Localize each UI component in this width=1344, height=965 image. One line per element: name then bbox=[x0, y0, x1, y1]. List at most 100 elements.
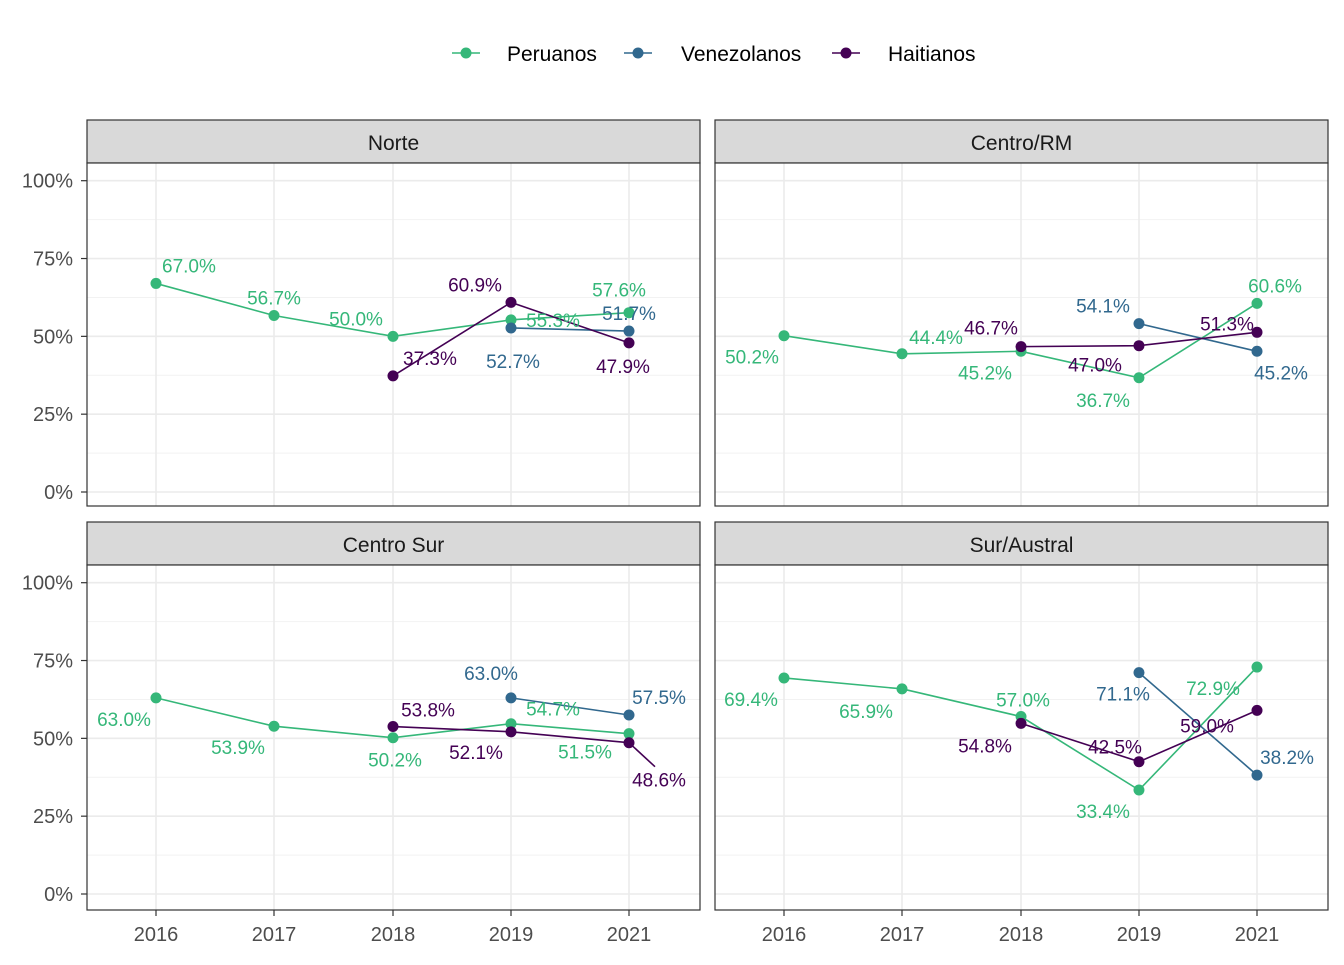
data-point bbox=[150, 692, 162, 704]
data-point bbox=[623, 728, 635, 740]
data-point bbox=[896, 683, 908, 695]
x-tick-label: 2016 bbox=[762, 924, 807, 946]
data-label: 54.1% bbox=[1076, 297, 1130, 318]
data-point bbox=[505, 322, 517, 334]
data-point bbox=[387, 370, 399, 382]
facet-strip bbox=[714, 119, 1329, 164]
data-label: 38.2% bbox=[1260, 748, 1314, 769]
data-point bbox=[1015, 341, 1027, 353]
data-label: 50.0% bbox=[329, 309, 383, 330]
data-point bbox=[778, 330, 790, 342]
series-peruanos bbox=[150, 277, 635, 342]
data-label: 44.4% bbox=[909, 328, 963, 349]
series-line bbox=[510, 697, 630, 716]
data-label: 48.6% bbox=[632, 771, 686, 792]
series-line bbox=[1138, 672, 1258, 776]
data-point bbox=[1251, 769, 1263, 781]
data-label: 45.2% bbox=[958, 363, 1012, 384]
data-label: 47.9% bbox=[596, 357, 650, 378]
data-label: 53.9% bbox=[211, 738, 265, 759]
data-label: 67.0% bbox=[162, 256, 216, 277]
series-line bbox=[1138, 322, 1258, 353]
legend-label-peruanos: Peruanos bbox=[507, 43, 597, 66]
x-tick-label: 2018 bbox=[371, 924, 416, 946]
x-tick-label: 2019 bbox=[1117, 924, 1162, 946]
data-label: 54.8% bbox=[958, 736, 1012, 757]
facet-strip bbox=[714, 521, 1329, 566]
data-label: 36.7% bbox=[1076, 391, 1130, 412]
data-label: 69.4% bbox=[724, 690, 778, 711]
data-label: 56.7% bbox=[247, 288, 301, 309]
data-label: 71.1% bbox=[1096, 685, 1150, 706]
panel-border bbox=[714, 564, 1329, 911]
data-label: 52.7% bbox=[486, 352, 540, 373]
data-point bbox=[150, 277, 162, 289]
data-label: 51.5% bbox=[558, 743, 612, 764]
data-point bbox=[1133, 667, 1145, 679]
data-point bbox=[1251, 661, 1263, 673]
series-venezolanos bbox=[1133, 667, 1263, 781]
y-tick-label: 100% bbox=[22, 171, 73, 193]
data-point bbox=[1251, 345, 1263, 357]
data-point bbox=[896, 348, 908, 360]
y-tick-label: 50% bbox=[33, 728, 73, 750]
y-tick-label: 75% bbox=[33, 249, 73, 271]
y-tick-label: 100% bbox=[22, 573, 73, 595]
data-point bbox=[505, 314, 517, 326]
data-point bbox=[1133, 318, 1145, 330]
series-haitianos bbox=[1015, 326, 1263, 353]
data-label: 55.3% bbox=[526, 311, 580, 332]
data-point bbox=[1133, 372, 1145, 384]
data-point bbox=[623, 337, 635, 349]
y-tick-label: 0% bbox=[44, 482, 73, 504]
panel-border bbox=[86, 564, 701, 911]
data-label: 72.9% bbox=[1186, 679, 1240, 700]
y-tick-label: 75% bbox=[33, 651, 73, 673]
data-label: 51.3% bbox=[1200, 314, 1254, 335]
data-point bbox=[387, 330, 399, 342]
data-point bbox=[1133, 784, 1145, 796]
data-label: 46.7% bbox=[964, 319, 1018, 340]
series-line bbox=[510, 327, 630, 332]
panel-norte: Norte 0% 25% 50% 75% 100% 67.0% 56.7% 50.0% 55.3%… bbox=[22, 119, 701, 507]
facet-title: Norte bbox=[368, 132, 419, 155]
data-point bbox=[1251, 297, 1263, 309]
y-tick-label: 25% bbox=[33, 806, 73, 828]
legend: Peruanos Venezolanos Haitianos bbox=[452, 43, 976, 66]
facet-strip bbox=[86, 119, 701, 164]
data-point bbox=[268, 309, 280, 321]
data-label: 53.8% bbox=[401, 701, 455, 722]
legend-key-venezolanos bbox=[624, 47, 652, 59]
y-tick-label: 50% bbox=[33, 326, 73, 348]
data-label: 42.5% bbox=[1088, 738, 1142, 759]
data-label: 50.2% bbox=[725, 348, 779, 369]
y-tick-label: 25% bbox=[33, 404, 73, 426]
data-label: 59.0% bbox=[1180, 716, 1234, 737]
data-point bbox=[505, 296, 517, 308]
data-label: 57.0% bbox=[996, 691, 1050, 712]
data-label: 47.0% bbox=[1068, 356, 1122, 377]
data-point bbox=[1133, 340, 1145, 352]
data-label: 63.0% bbox=[97, 710, 151, 731]
series-peruanos bbox=[150, 692, 635, 744]
data-point bbox=[1133, 756, 1145, 768]
panel-centro-rm: Centro/RM 50.2% 44.4% 45.2% 36.7% 60.6% 54.1% 4… bbox=[714, 119, 1329, 507]
series-haitianos bbox=[387, 296, 635, 382]
data-label: 37.3% bbox=[403, 349, 457, 370]
legend-label-venezolanos: Venezolanos bbox=[681, 43, 801, 66]
panel-border bbox=[86, 162, 701, 507]
x-tick-label: 2018 bbox=[999, 924, 1044, 946]
data-point bbox=[1251, 326, 1263, 338]
data-label: 50.2% bbox=[368, 751, 422, 772]
data-label: 51.7% bbox=[602, 304, 656, 325]
y-tick-label: 0% bbox=[44, 884, 73, 906]
x-tick-label: 2019 bbox=[489, 924, 534, 946]
series-venezolanos bbox=[505, 692, 635, 721]
panel-centro-sur: Centro Sur 0% 25% 50% 75% 100% 2016 2017 2018 201… bbox=[22, 521, 701, 946]
data-label: 57.6% bbox=[592, 281, 646, 302]
x-tick-label: 2016 bbox=[134, 924, 179, 946]
facet-title: Centro Sur bbox=[343, 534, 445, 557]
data-label: 45.2% bbox=[1254, 363, 1308, 384]
